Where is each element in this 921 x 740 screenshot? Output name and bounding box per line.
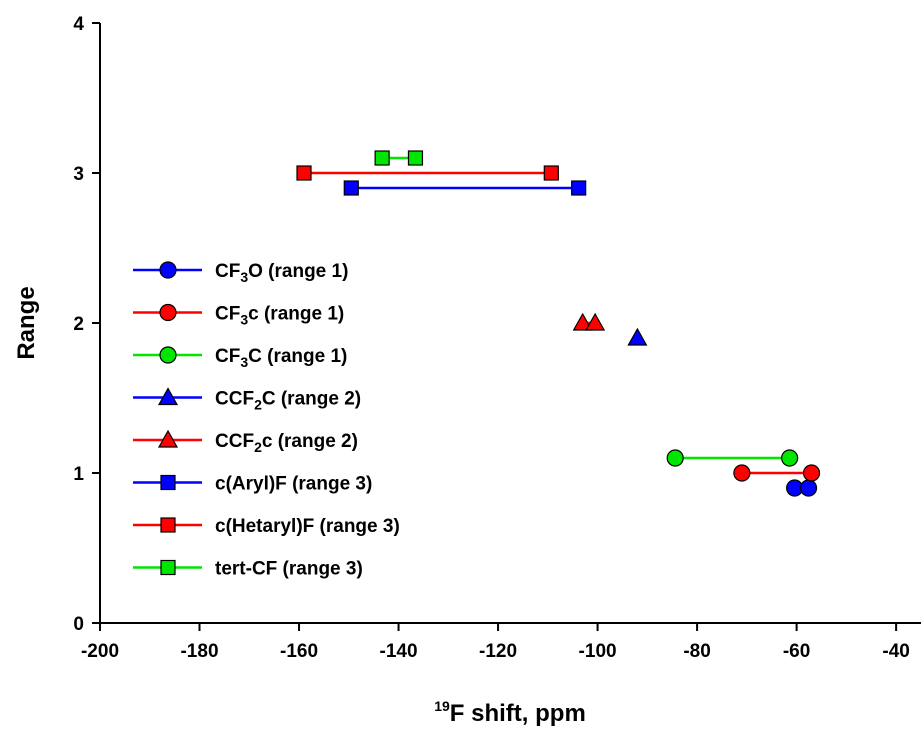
- legend: CF3O (range 1) CF3c (range 1) CF3C (range …: [133, 261, 400, 580]
- x-tick-label: -60: [783, 641, 810, 662]
- data-point-cf3c-range-1: [802, 464, 821, 482]
- legend-label-cf3c-range-1: CF3C (range 1): [215, 346, 347, 370]
- legend-label-c-hetaryl-f-range-3: c(Hetaryl)F (range 3): [215, 516, 400, 537]
- data-point-c-aryl-f-range-3: [343, 180, 359, 196]
- data-point-cf3c-range-1: [781, 449, 799, 467]
- legend-label-c-aryl-f-range-3: c(Aryl)F (range 3): [215, 474, 372, 495]
- legend-marker-ccf2c-range-2: [157, 429, 179, 448]
- x-tick-label: -120: [479, 641, 517, 662]
- plot-markers: [296, 150, 821, 497]
- x-axis-title-superscript: 19: [434, 698, 450, 714]
- plot-lines: [304, 156, 812, 490]
- legend-marker-cf3c-range-1: [159, 346, 177, 364]
- x-axis-title-main: F shift, ppm: [450, 700, 586, 727]
- x-tick-label: -100: [579, 641, 617, 662]
- legend-label-ccf2c-range-2: CCF2c (range 2): [215, 431, 358, 455]
- legend-marker-tert-cf-range-3: [160, 559, 176, 576]
- legend-marker-cf3c-range-1: [159, 303, 177, 322]
- x-tick-label: -80: [683, 641, 710, 662]
- y-tick-label: 2: [73, 314, 84, 335]
- legend-label-cf3c-range-1: CF3c (range 1): [215, 304, 344, 328]
- data-point-tert-cf-range-3: [407, 150, 424, 166]
- y-axis-title: Range: [13, 286, 40, 359]
- x-axis-title: 19F shift, ppm: [434, 698, 586, 727]
- x-tick-label: -180: [180, 641, 218, 662]
- legend-marker-cf3o-range-1: [159, 261, 177, 279]
- data-point-ccf2c-range-2: [627, 327, 648, 346]
- data-point-tert-cf-range-3: [374, 150, 390, 166]
- data-point-cf3o-range-1: [799, 479, 818, 497]
- legend-label-cf3o-range-1: CF3O (range 1): [215, 261, 348, 285]
- x-tick-label: -140: [380, 641, 418, 662]
- x-tick-label: -40: [882, 641, 909, 662]
- data-point-c-hetaryl-f-range-3: [296, 165, 312, 181]
- data-point-cf3c-range-1: [666, 449, 684, 467]
- data-point-c-hetaryl-f-range-3: [543, 165, 559, 181]
- data-point-ccf2c-range-2: [585, 312, 606, 331]
- x-tick-label: -200: [81, 641, 119, 662]
- y-tick-label: 1: [73, 464, 84, 485]
- legend-label-tert-cf-range-3: tert-CF (range 3): [215, 559, 363, 580]
- y-tick-label: 3: [73, 164, 84, 185]
- data-point-c-aryl-f-range-3: [571, 180, 587, 196]
- x-tick-label: -160: [280, 641, 318, 662]
- legend-marker-c-hetaryl-f-range-3: [160, 517, 176, 533]
- ticks: -200 -180 -160 -140 -120 -100 -80 -60 -40 0 1 2 3 4: [73, 14, 909, 662]
- legend-label-ccf2c-range-2: CCF2C (range 2): [215, 389, 361, 413]
- y-tick-label: 0: [73, 614, 84, 635]
- data-point-ccf2c-range-2: [572, 312, 593, 331]
- y-tick-label: 4: [73, 14, 84, 35]
- data-point-cf3c-range-1: [733, 464, 751, 482]
- legend-marker-ccf2c-range-2: [157, 387, 179, 406]
- legend-marker-c-aryl-f-range-3: [160, 474, 176, 491]
